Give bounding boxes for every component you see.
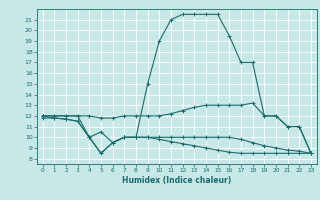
X-axis label: Humidex (Indice chaleur): Humidex (Indice chaleur) — [122, 176, 231, 185]
